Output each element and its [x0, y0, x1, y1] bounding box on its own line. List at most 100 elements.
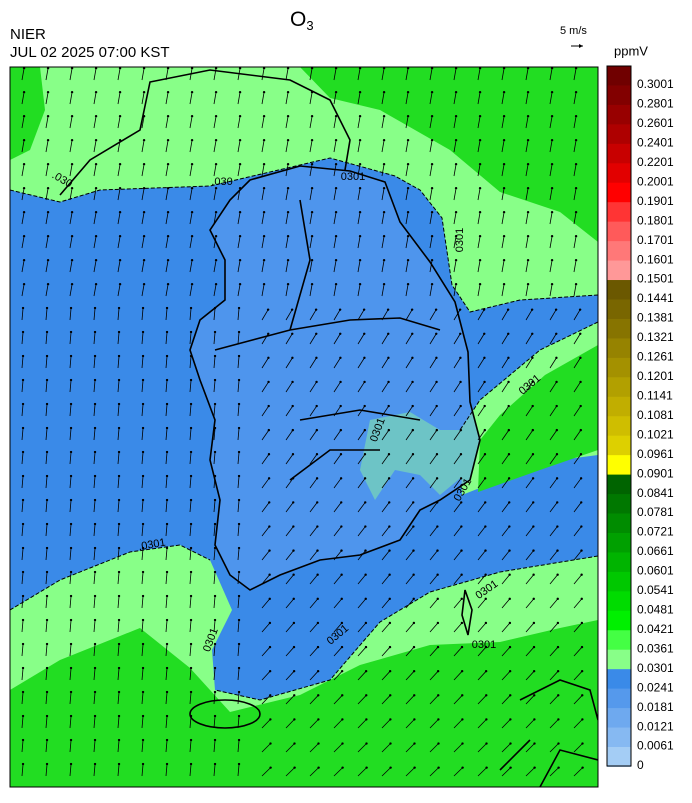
wind-arrow-shaft	[501, 646, 511, 657]
wind-arrow-head	[237, 714, 241, 718]
wind-arrow	[189, 762, 193, 777]
wind-arrow-head	[533, 718, 536, 721]
wind-arrow-head	[262, 282, 266, 286]
wind-arrow-shaft	[429, 309, 437, 321]
wind-arrow	[453, 597, 463, 609]
wind-arrow-shaft	[165, 332, 168, 345]
wind-arrow-head	[358, 258, 362, 262]
wind-arrow	[21, 426, 25, 441]
wind-arrow	[21, 162, 26, 177]
wind-arrow	[141, 426, 145, 441]
wind-arrow-shaft	[381, 719, 391, 729]
wind-arrow-shaft	[429, 767, 439, 777]
wind-arrow-shaft	[477, 381, 485, 393]
wind-arrow-head	[483, 380, 486, 384]
wind-arrow	[165, 114, 170, 129]
wind-arrow	[285, 186, 290, 201]
wind-arrow-head	[365, 742, 368, 745]
wind-arrow-shaft	[261, 574, 270, 585]
colorbar-label: 0.0121	[637, 719, 674, 733]
wind-arrow-head	[460, 669, 464, 673]
wind-arrow	[117, 354, 121, 369]
wind-arrow-head	[413, 718, 416, 721]
wind-arrow	[261, 186, 266, 201]
wind-arrow-shaft	[285, 116, 289, 129]
wind-arrow-head	[430, 282, 434, 286]
colorbar-swatch	[607, 143, 631, 164]
wind-arrow	[141, 210, 146, 225]
wind-arrow-shaft	[45, 188, 49, 201]
wind-arrow	[21, 306, 25, 321]
wind-arrow	[213, 474, 217, 489]
wind-arrow-shaft	[117, 284, 121, 297]
wind-arrow-head	[437, 718, 440, 721]
colorbar-label: 0.1381	[637, 311, 674, 325]
wind-arrow	[525, 766, 536, 777]
wind-arrow-head	[262, 162, 266, 166]
wind-arrow	[333, 186, 338, 201]
wind-arrow-shaft	[141, 716, 144, 729]
wind-arrow-head	[69, 690, 73, 694]
wind-arrow-head	[286, 258, 290, 262]
wind-arrow-head	[213, 690, 217, 694]
wind-arrow-shaft	[333, 622, 343, 633]
wind-arrow-head	[461, 766, 464, 769]
wind-arrow-head	[286, 186, 290, 190]
wind-arrow	[45, 738, 49, 753]
wind-arrow-shaft	[453, 622, 463, 633]
colorbar-swatch	[607, 708, 631, 729]
wind-arrow-head	[436, 573, 439, 576]
wind-arrow-head	[411, 380, 414, 384]
wind-arrow	[189, 546, 193, 561]
wind-arrow-head	[165, 642, 169, 646]
wind-arrow-head	[533, 694, 536, 697]
wind-arrow-shaft	[405, 598, 415, 609]
colorbar-label: 0.1261	[637, 350, 674, 364]
wind-arrow-shaft	[381, 357, 389, 369]
wind-arrow-head	[365, 694, 368, 697]
wind-arrow	[117, 306, 121, 321]
colorbar-label: 0.0481	[637, 603, 674, 617]
wind-arrow-head	[579, 380, 582, 384]
wind-arrow-shaft	[141, 308, 144, 321]
wind-arrow-head	[141, 474, 145, 478]
wind-arrow	[333, 90, 338, 105]
wind-arrow	[453, 669, 464, 681]
wind-arrow	[69, 570, 73, 585]
wind-arrow	[69, 426, 73, 441]
wind-arrow-head	[532, 669, 536, 673]
wind-arrow-shaft	[405, 381, 413, 393]
wind-arrow-head	[238, 210, 242, 214]
wind-arrow-head	[459, 428, 463, 432]
wind-arrow	[69, 67, 74, 81]
wind-arrow-shaft	[141, 692, 144, 705]
wind-arrow	[165, 522, 169, 537]
wind-arrow-head	[358, 282, 362, 286]
wind-arrow-shaft	[429, 236, 433, 249]
wind-arrow-head	[412, 573, 415, 576]
wind-arrow-head	[46, 210, 50, 214]
wind-arrow	[405, 308, 414, 321]
wind-arrow-shaft	[93, 668, 96, 681]
wind-arrow-shaft	[477, 405, 486, 417]
wind-arrow	[261, 234, 266, 249]
wind-arrow-head	[69, 666, 73, 670]
wind-arrow-shaft	[357, 574, 366, 585]
wind-arrow-head	[334, 234, 338, 238]
wind-arrow-shaft	[501, 767, 511, 777]
wind-arrow-shaft	[285, 453, 294, 465]
wind-arrow	[429, 549, 439, 561]
wind-arrow-head	[334, 138, 338, 142]
wind-arrow-head	[382, 138, 386, 142]
wind-arrow	[429, 162, 434, 177]
wind-arrow-shaft	[69, 668, 72, 681]
wind-arrow-head	[93, 498, 97, 502]
wind-arrow-shaft	[165, 764, 168, 777]
wind-arrow-head	[310, 234, 314, 238]
wind-arrow-shaft	[333, 478, 342, 489]
wind-arrow-shaft	[405, 502, 414, 513]
colorbar-label: 0.0901	[637, 466, 674, 480]
wind-arrow	[453, 621, 464, 633]
wind-arrow-head	[262, 186, 266, 190]
wind-arrow-shaft	[477, 188, 481, 201]
